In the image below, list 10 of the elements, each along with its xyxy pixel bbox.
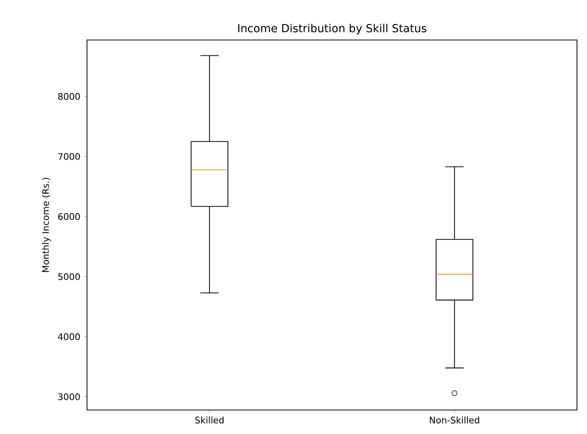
y-tick-label: 6000 xyxy=(58,213,80,220)
x-tick-label: Skilled xyxy=(195,416,224,424)
y-tick-label: 7000 xyxy=(58,153,80,160)
chart-title: Income Distribution by Skill Status xyxy=(238,24,426,34)
x-tick-label: Non-Skilled xyxy=(430,416,480,424)
y-tick-label: 4000 xyxy=(58,333,80,340)
y-tick-label: 5000 xyxy=(58,273,80,280)
y-axis-title: Monthly Income (Rs.) xyxy=(42,178,51,272)
y-tick-label: 3000 xyxy=(58,393,80,400)
y-tick-label: 8000 xyxy=(58,93,80,100)
